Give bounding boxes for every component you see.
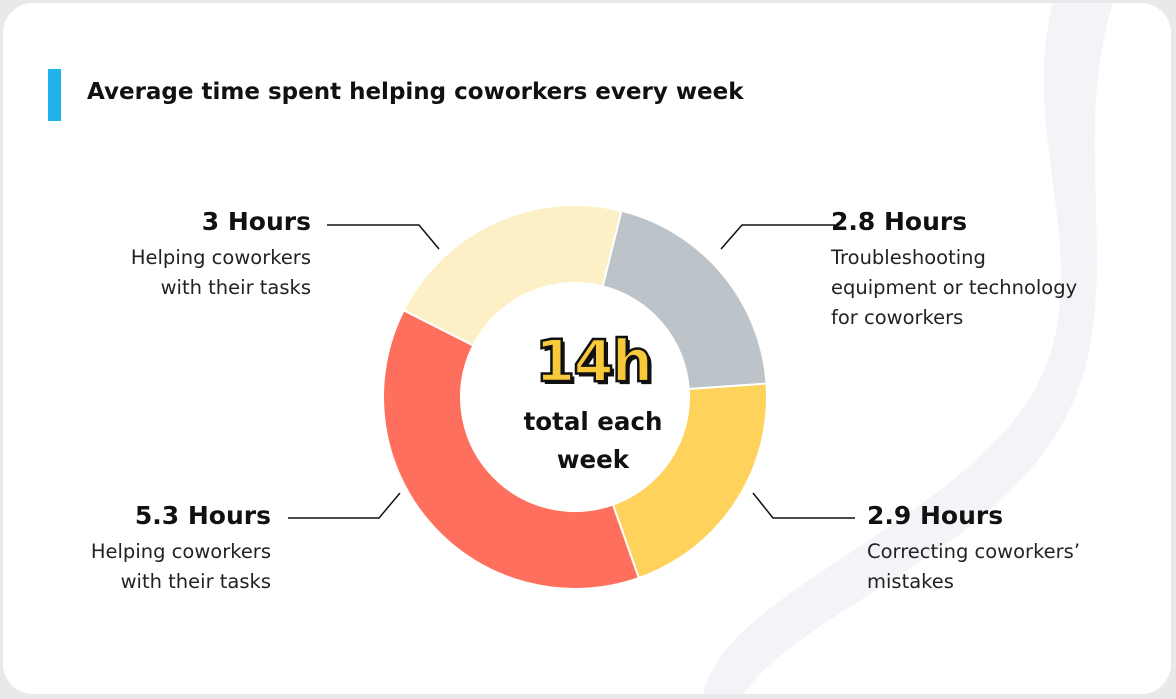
slice-3-description: Helping coworkers with their tasks bbox=[91, 537, 271, 597]
donut-slice-3 bbox=[382, 308, 641, 590]
slice-3-desc-line: with their tasks bbox=[120, 570, 271, 593]
chart-title: Average time spent helping coworkers eve… bbox=[87, 79, 744, 105]
slice-3-desc-line: Helping coworkers bbox=[90, 540, 271, 563]
slice-1-desc-line: equipment or technology bbox=[831, 276, 1078, 299]
center-label-line: week bbox=[556, 445, 630, 474]
center-total-label: total each week bbox=[483, 403, 703, 479]
title-accent-bar bbox=[48, 69, 61, 121]
donut-chart bbox=[288, 204, 855, 590]
leader-line-slice-3 bbox=[288, 492, 401, 519]
center-total-value: 14h bbox=[534, 326, 655, 397]
slice-0-value: 3 Hours bbox=[201, 207, 311, 236]
donut-slice-0 bbox=[402, 204, 623, 347]
slice-0-description: Helping coworkers with their tasks bbox=[131, 243, 311, 303]
slice-2-desc-line: Correcting coworkers’ bbox=[867, 540, 1081, 563]
slice-1-description: Troubleshooting equipment or technology … bbox=[831, 243, 1077, 333]
slice-1-value: 2.8 Hours bbox=[831, 207, 968, 236]
slice-0-desc-line: Helping coworkers bbox=[130, 246, 311, 269]
donut-slice-2 bbox=[611, 382, 768, 580]
slice-2-description: Correcting coworkers’ mistakes bbox=[867, 537, 1080, 597]
background-wave bbox=[703, 3, 1113, 694]
slice-1-desc-line: Troubleshooting bbox=[831, 246, 986, 269]
leader-line-slice-2 bbox=[752, 492, 855, 519]
leader-line-slice-1 bbox=[720, 224, 835, 250]
slice-2-desc-line: mistakes bbox=[867, 570, 954, 593]
slice-2-value: 2.9 Hours bbox=[867, 501, 1004, 530]
center-label-line: total each bbox=[523, 407, 663, 436]
chart-card: Average time spent helping coworkers eve… bbox=[3, 3, 1171, 694]
leader-line-slice-0 bbox=[327, 224, 440, 250]
slice-1-desc-line: for coworkers bbox=[831, 306, 964, 329]
slice-3-value: 5.3 Hours bbox=[134, 501, 271, 530]
slice-0-desc-line: with their tasks bbox=[160, 276, 311, 299]
